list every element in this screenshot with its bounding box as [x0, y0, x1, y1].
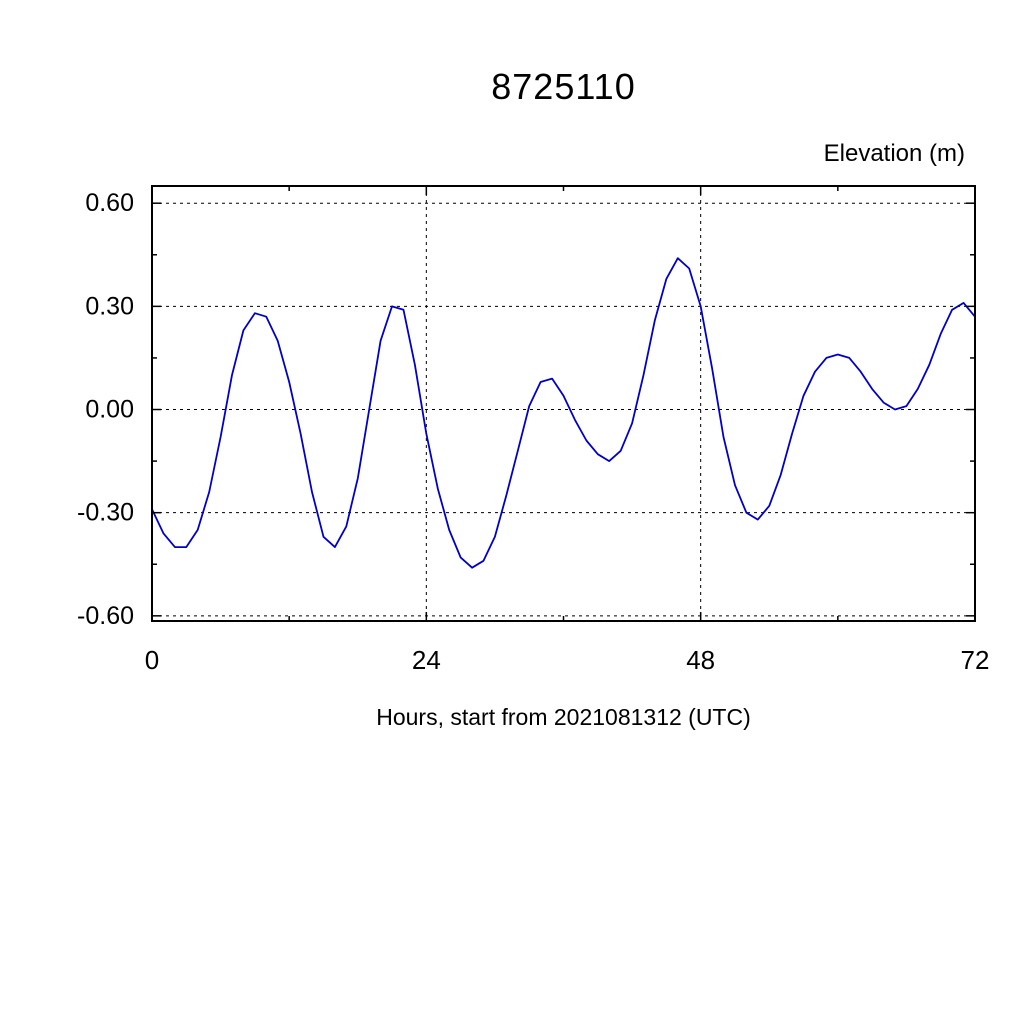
y-tick-label: 0.00 — [85, 396, 134, 424]
plot-frame — [151, 185, 976, 622]
chart-title: 8725110 — [491, 66, 636, 107]
x-axis-label: Hours, start from 2021081312 (UTC) — [376, 704, 751, 730]
elevation-series-line — [151, 257, 976, 569]
y-tick-label: -0.60 — [77, 602, 134, 630]
y-tick-label: 0.60 — [85, 189, 134, 217]
y-axis-unit-label: Elevation (m) — [823, 140, 965, 167]
x-tick-label: 48 — [686, 645, 715, 675]
axis-ticks — [151, 186, 976, 621]
x-tick-label: 24 — [412, 645, 441, 675]
grid-lines — [152, 186, 975, 621]
x-tick-label: 0 — [145, 645, 159, 675]
data-line — [151, 257, 976, 569]
y-tick-label: -0.30 — [77, 499, 134, 527]
x-tick-label: 72 — [961, 645, 990, 675]
y-tick-label: 0.30 — [85, 292, 134, 320]
frame-rect — [151, 185, 976, 622]
axis-tick-labels: 0.60 0.30 0.00 -0.30 -0.60 0 24 48 72 — [77, 189, 989, 675]
